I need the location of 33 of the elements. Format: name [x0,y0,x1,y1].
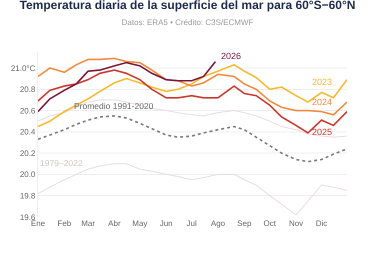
x-tick-label: Ago [210,219,226,228]
series-label: Promedio 1991-2020 [74,101,154,111]
series-label: 2026 [221,51,242,61]
x-tick-label: Ene [30,219,46,228]
chart-subtitle: Datos: ERA5 • Crédito: C3S/ECMWF [122,18,254,27]
x-tick-label: Dic [316,219,328,228]
x-tick-label: Feb [57,219,72,228]
series-label: 2025 [312,127,332,137]
line-series [38,69,347,134]
x-tick-label: Mar [81,219,96,228]
y-tick-label: 20.0 [20,170,36,180]
series-label: 2024 [312,97,332,107]
x-tick-label: Abr [108,219,121,228]
y-tick-label: 20.8 [20,85,36,94]
line-series [38,60,216,112]
line-series [38,99,347,138]
x-tick-label: Oct [264,219,277,228]
x-tick-label: Sep [237,219,252,228]
y-tick-label: 20.6 [20,106,36,116]
line-series [38,64,347,128]
y-tick-label: 21.0°C [10,64,36,73]
y-tick-label: 19.8 [20,192,36,201]
x-tick-label: Nov [288,219,304,228]
line-series [38,58,347,116]
x-tick-label: Jun [160,219,173,228]
chart-title: Temperatura diaria de la superficie del mar para 60°S−60°N [20,0,356,12]
y-tick-label: 20.2 [20,148,36,158]
y-tick-label: 20.4 [20,128,36,137]
x-tick-label: May [132,219,148,228]
annotation: 1979–2022 [40,158,83,168]
x-tick-label: Jul [186,219,197,228]
series-label: 2023 [312,77,332,87]
y-tick-label: 19.6 [20,212,36,222]
